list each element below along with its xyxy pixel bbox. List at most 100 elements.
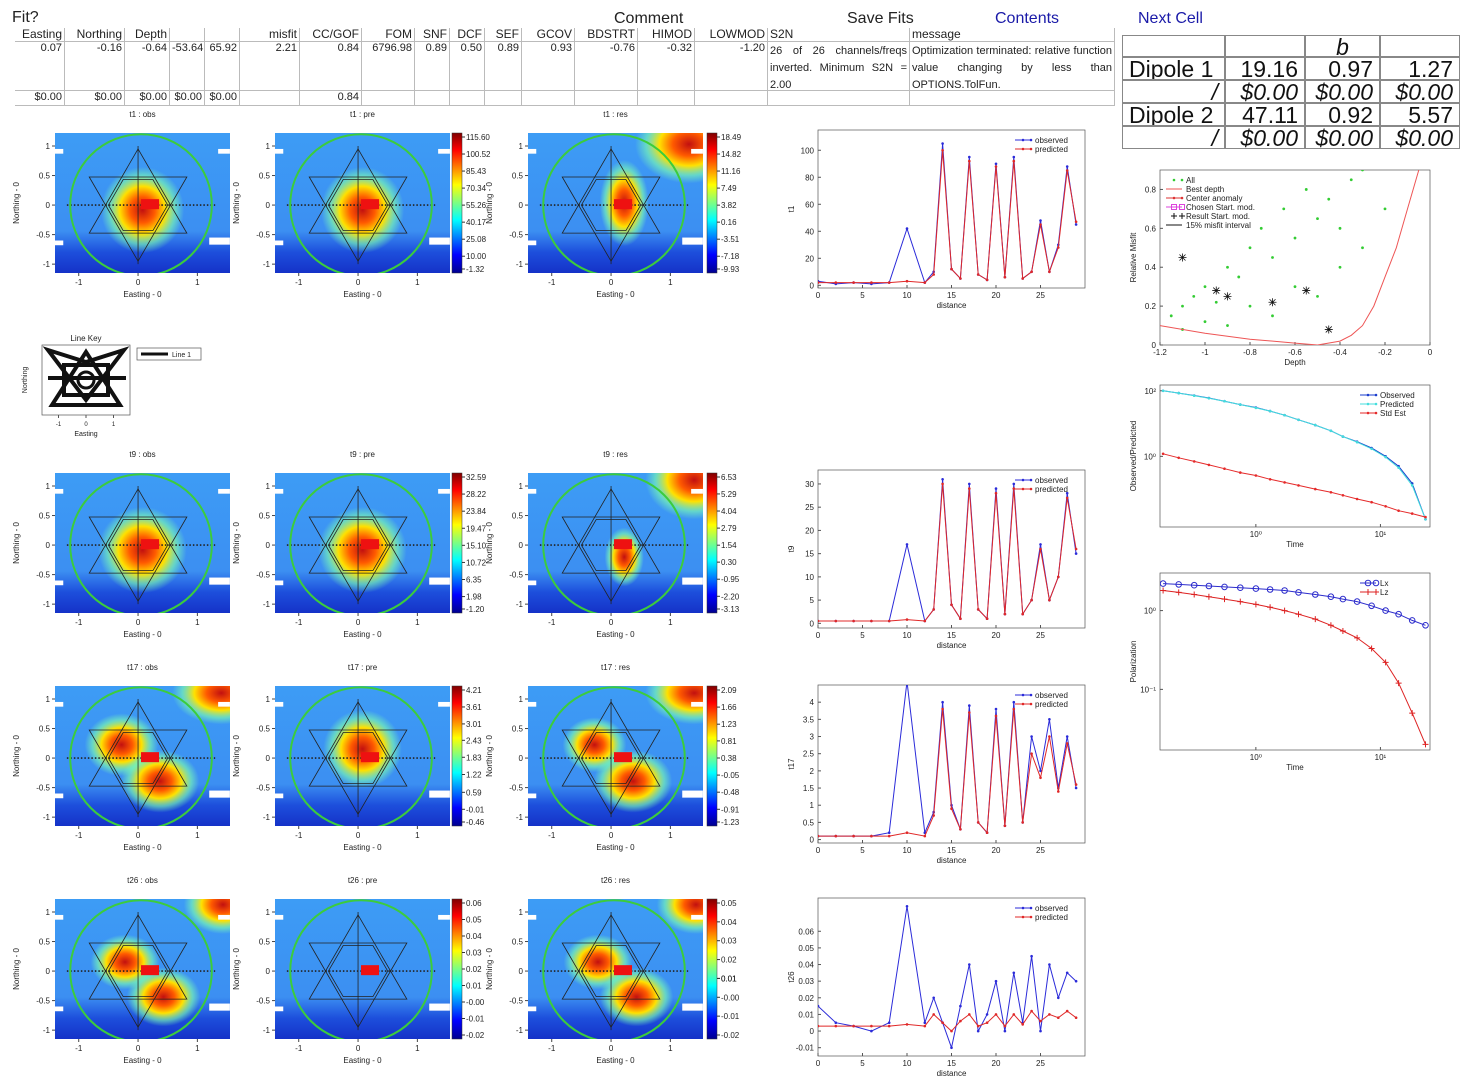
x-tick-label: 1 <box>195 278 200 287</box>
fit-circle <box>69 133 213 273</box>
colorbar-tick-label: -0.02 <box>466 1031 485 1040</box>
y-tick-label: 0 <box>266 201 271 210</box>
y-tick-label: 20 <box>805 526 814 535</box>
x-tick-label: -1 <box>75 831 83 840</box>
line-key-legend <box>136 347 202 361</box>
point <box>1214 300 1218 304</box>
x-tick-label: -0.6 <box>1288 348 1302 357</box>
x-tick-label: 0 <box>356 831 361 840</box>
mask <box>55 701 64 707</box>
x-tick-label: 0 <box>816 846 821 855</box>
mask <box>209 790 230 798</box>
y-tick-label: 0.5 <box>39 512 51 521</box>
map-title: t26 : pre <box>348 876 378 885</box>
y-tick-label: -0.5 <box>256 997 270 1006</box>
colorbar-tick-label: 1.23 <box>721 720 737 729</box>
y-tick-label: -1 <box>516 813 524 822</box>
column-header: Northing <box>65 28 125 42</box>
y-tick-label: -0.5 <box>509 997 523 1006</box>
x-tick-label: 0 <box>136 278 141 287</box>
anomaly <box>320 166 405 254</box>
mask <box>55 488 64 494</box>
mask <box>218 148 230 154</box>
x-tick-label: -1 <box>1201 348 1209 357</box>
dipole-cell: 19.16 <box>1225 57 1305 80</box>
map-title: t26 : res <box>601 876 630 885</box>
fit-toggle[interactable]: Fit? <box>12 9 39 26</box>
y-tick-label: 0.5 <box>512 725 524 734</box>
colorbar-tick-label: -1.20 <box>466 605 485 614</box>
colorbar-tick-label: 3.01 <box>466 720 482 729</box>
y-tick-label: 0 <box>519 541 524 550</box>
y-tick-label: 0.02 <box>798 994 814 1003</box>
map-panel <box>55 133 230 273</box>
table-cell: $0.00 <box>125 91 170 106</box>
colorbar <box>451 685 463 827</box>
x-tick-label: 1 <box>112 422 116 428</box>
anomaly <box>599 967 674 1027</box>
colorbar-tick-label: 3.82 <box>721 201 737 210</box>
table-cell: $0.00 <box>170 91 205 106</box>
save-fits-button[interactable]: Save Fits <box>847 10 914 27</box>
y-axis-label: Northing - 0 <box>232 182 241 224</box>
map-title: t1 : res <box>603 110 627 119</box>
table-cell <box>638 91 695 106</box>
fit-circle <box>542 473 686 613</box>
fit-circle <box>289 686 433 826</box>
colorbar-tick-label: 0.04 <box>721 918 737 927</box>
colorbar-tick-label: 14.82 <box>721 150 742 159</box>
y-tick-label: 0 <box>810 1027 815 1036</box>
dipole-marker <box>141 199 160 210</box>
y-tick-label: -1 <box>516 260 524 269</box>
point <box>1203 320 1207 324</box>
anomaly <box>100 166 185 254</box>
colorbar-tick-label: 18.49 <box>721 133 742 142</box>
y-axis-label: Northing - 0 <box>12 735 21 777</box>
mask <box>275 240 284 246</box>
mask <box>438 488 450 494</box>
mask <box>528 240 537 246</box>
x-tick-label: 0 <box>136 831 141 840</box>
mask <box>275 148 284 154</box>
mask <box>528 1006 537 1012</box>
legend-label: predicted <box>1035 913 1068 922</box>
table-cell: 65.92 <box>205 42 240 91</box>
y-tick-label: 4 <box>810 698 815 707</box>
mask <box>682 577 703 585</box>
colorbar-tick-label: 7.49 <box>721 184 737 193</box>
y-axis-label: t9 <box>787 545 796 552</box>
map-title: t9 : res <box>603 450 627 459</box>
colorbar-tick-label: -0.01 <box>466 1015 485 1024</box>
mask <box>55 793 64 799</box>
x-tick-label: 1 <box>668 278 673 287</box>
map-panel <box>275 899 450 1039</box>
point <box>1192 294 1196 298</box>
mask <box>55 1006 64 1012</box>
legend-label: Predicted <box>1380 400 1414 409</box>
x-tick-label: -1 <box>295 831 303 840</box>
next-cell-link[interactable]: Next Cell <box>1138 10 1203 27</box>
y-tick-label: 1 <box>266 142 271 151</box>
fit-circle <box>289 133 433 273</box>
dipole-cell: Dipole 1 <box>1122 57 1225 80</box>
x-tick-label: 1 <box>415 831 420 840</box>
point <box>1178 253 1187 262</box>
y-tick-label: 10⁰ <box>1144 607 1156 616</box>
table-cell: -0.76 <box>575 42 638 91</box>
x-tick-label: 1 <box>668 618 673 627</box>
mask <box>682 1003 703 1011</box>
x-tick-label: 10 <box>903 846 912 855</box>
y-tick-label: 0 <box>46 201 51 210</box>
y-tick-label: 0.5 <box>259 172 271 181</box>
dipole-cell: $0.00 <box>1305 80 1380 103</box>
column-header: CC/GOF <box>300 28 362 42</box>
contents-link[interactable]: Contents <box>995 10 1059 27</box>
map-title: t1 : pre <box>350 110 375 119</box>
colorbar-tick-label: 100.52 <box>466 150 491 159</box>
series-line <box>1161 452 1427 519</box>
x-tick-label: 10¹ <box>1375 530 1387 539</box>
x-tick-label: 0 <box>609 1044 614 1053</box>
y-tick-label: -0.5 <box>256 784 270 793</box>
y-tick-label: 0.5 <box>259 512 271 521</box>
